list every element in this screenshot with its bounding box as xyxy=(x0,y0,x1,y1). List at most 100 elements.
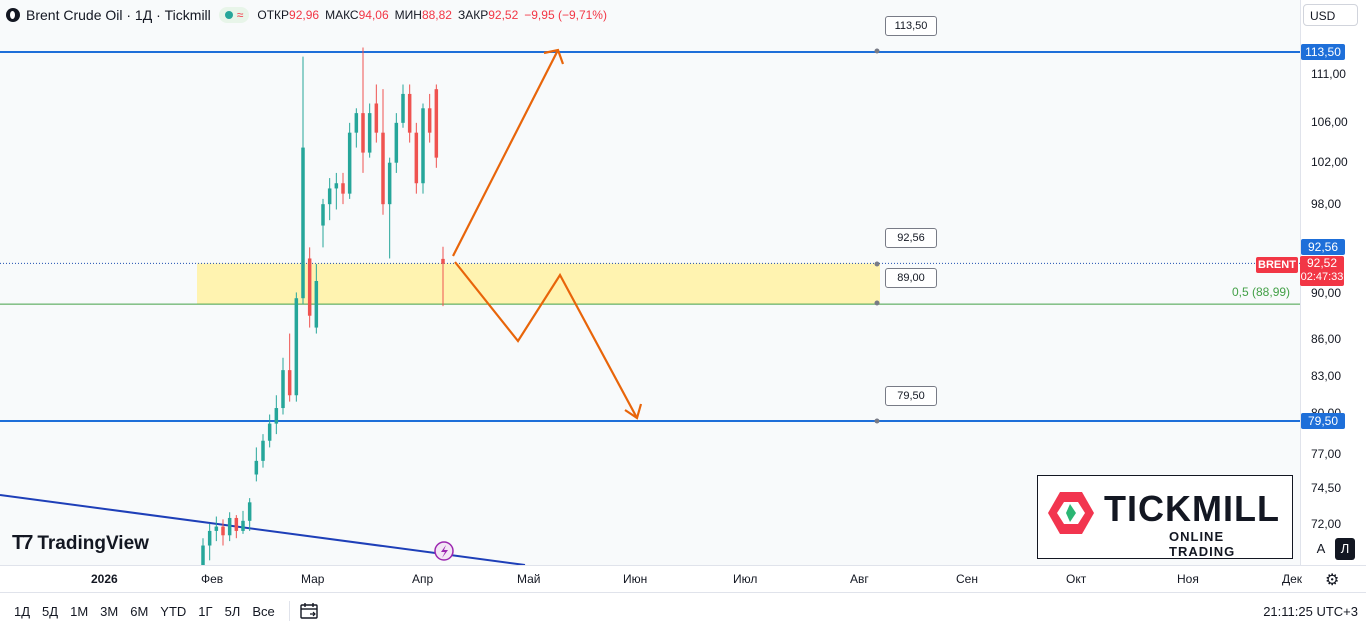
price-tick: 86,00 xyxy=(1311,332,1342,346)
bearish-arrowhead xyxy=(624,403,643,420)
range-buttons: 1Д 5Д 1М 3М 6М YTD 1Г 5Л Все xyxy=(14,604,275,619)
range-1d[interactable]: 1Д xyxy=(14,604,31,619)
candle-body xyxy=(207,530,212,546)
symbol-header: Brent Crude Oil · 1Д · Tickmill ≈ ОТКР92… xyxy=(6,4,607,26)
time-tick: Май xyxy=(517,572,541,586)
candle-body xyxy=(327,188,332,205)
settings-gear-icon[interactable]: ⚙ xyxy=(1325,572,1340,589)
range-3m[interactable]: 3М xyxy=(100,604,119,619)
candle-body xyxy=(307,258,312,316)
high-value: 94,06 xyxy=(358,8,389,22)
tradingview-icon: T7 xyxy=(12,532,33,554)
candle-body xyxy=(314,280,319,328)
candle-body xyxy=(254,460,259,475)
time-tick: Сен xyxy=(956,572,978,586)
close-label: ЗАКР xyxy=(457,8,489,22)
callout-92-56[interactable]: 92,56 xyxy=(885,228,937,248)
candle-body xyxy=(261,440,265,461)
candle-body xyxy=(301,147,305,299)
candle-body xyxy=(361,113,365,153)
callout-79-50[interactable]: 79,50 xyxy=(885,386,937,406)
chart-area[interactable] xyxy=(0,0,1300,565)
price-tick: 83,00 xyxy=(1311,369,1342,383)
time-tick: Фев xyxy=(201,572,224,586)
symbol-title[interactable]: Brent Crude Oil · 1Д · Tickmill xyxy=(26,7,211,23)
range-1m[interactable]: 1М xyxy=(70,604,89,619)
candle-body xyxy=(407,93,412,133)
time-tick: Ноя xyxy=(1177,572,1199,586)
open-value: 92,96 xyxy=(289,8,320,22)
range-ytd[interactable]: YTD xyxy=(160,604,187,619)
candle-body xyxy=(387,162,392,205)
time-tick: Мар xyxy=(301,572,325,586)
price-tick: 102,00 xyxy=(1311,155,1348,169)
candle-body xyxy=(427,108,432,133)
low-label: МИН xyxy=(394,8,422,22)
candle-body xyxy=(287,370,292,396)
log-scale-button[interactable]: Л xyxy=(1335,538,1355,560)
support-zone xyxy=(197,263,880,305)
high-label: МАКС xyxy=(325,8,359,22)
ohlc-values: ОТКР92,96 МАКС94,06 МИН88,82 ЗАКР92,52 −… xyxy=(257,8,607,22)
callout-89-00[interactable]: 89,00 xyxy=(885,268,937,288)
candle-body xyxy=(281,370,285,409)
last-price: 92,52 xyxy=(1306,256,1338,270)
price-tick: 90,00 xyxy=(1311,286,1342,300)
range-6m[interactable]: 6М xyxy=(130,604,149,619)
tickmill-symbol-icon xyxy=(6,8,20,22)
price-tick: 111,00 xyxy=(1311,67,1346,81)
candle-body xyxy=(421,108,425,184)
toolbar-divider xyxy=(289,601,290,621)
time-tick: Июл xyxy=(733,572,758,586)
time-tick: Авг xyxy=(850,572,869,586)
level-price-label-top: 113,50 xyxy=(1301,44,1345,60)
candle-body xyxy=(354,113,359,133)
low-value: 88,82 xyxy=(421,8,452,22)
last-price-tag: 92,52 02:47:33 xyxy=(1300,256,1344,286)
range-5y[interactable]: 5Л xyxy=(224,604,241,619)
market-status-badge[interactable]: ≈ xyxy=(218,7,250,23)
callout-113-50[interactable]: 113,50 xyxy=(885,16,937,36)
open-label: ОТКР xyxy=(257,8,290,22)
candle-body xyxy=(374,103,379,133)
range-1y[interactable]: 1Г xyxy=(198,604,213,619)
candle-body xyxy=(294,298,299,396)
bullish-arrowhead xyxy=(543,48,565,65)
candle-body xyxy=(321,204,325,226)
time-tick: 2026 xyxy=(91,572,118,586)
price-tick: 72,00 xyxy=(1311,517,1342,531)
tickmill-logo-box: TICKMILL ONLINE TRADING xyxy=(1037,475,1293,559)
lightning-icon xyxy=(441,545,448,558)
candle-body xyxy=(267,423,272,441)
chart-canvas[interactable] xyxy=(0,0,1300,565)
candle-body xyxy=(247,502,252,521)
candle-body xyxy=(334,183,339,189)
symbol-price-tag: BRENT xyxy=(1256,257,1298,273)
currency-selector[interactable]: USD xyxy=(1303,4,1358,26)
range-5d[interactable]: 5Д xyxy=(42,604,59,619)
scale-buttons: A Л xyxy=(1311,538,1355,560)
bearish-scenario-arrow xyxy=(454,261,638,419)
market-open-icon xyxy=(224,11,233,19)
bottom-toolbar: 1Д 5Д 1М 3М 6М YTD 1Г 5Л Все 21:11:25 UT… xyxy=(0,592,1366,627)
candle-body xyxy=(214,526,219,531)
level-price-label-mid: 92,56 xyxy=(1301,239,1345,255)
time-axis[interactable]: 2026 Фев Мар Апр Май Июн Июл Авг Сен Окт… xyxy=(0,565,1366,591)
candle-body xyxy=(441,258,445,264)
tradingview-logo[interactable]: T7 TradingView xyxy=(12,532,149,555)
tickmill-logo-icon xyxy=(1048,492,1094,534)
candle-body xyxy=(221,526,225,536)
utc-clock[interactable]: 21:11:25 UTC+3 xyxy=(1263,604,1358,619)
bullish-scenario-arrow xyxy=(452,49,559,257)
time-tick: Дек xyxy=(1282,572,1303,586)
time-tick: Апр xyxy=(412,572,434,586)
callout-anchor xyxy=(874,261,880,267)
candle-body xyxy=(414,132,419,184)
fib-level-label: 0,5 (88,99) xyxy=(1232,285,1291,299)
range-all[interactable]: Все xyxy=(252,604,275,619)
candle-body xyxy=(234,517,239,531)
auto-scale-button[interactable]: A xyxy=(1316,541,1326,556)
price-tick: 74,50 xyxy=(1311,481,1342,495)
calendar-goto-icon[interactable] xyxy=(300,602,320,620)
candle-body xyxy=(274,408,279,424)
